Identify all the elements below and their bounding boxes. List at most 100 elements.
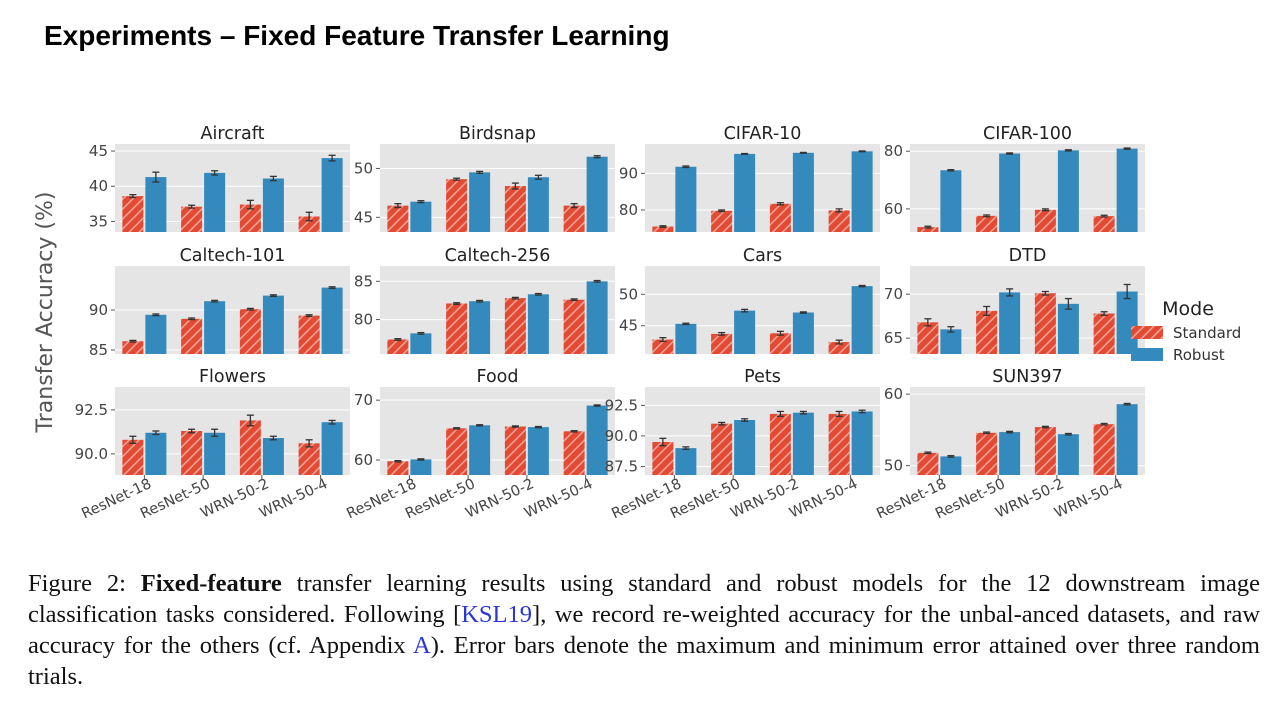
chart-panel-caltech-256: 85 80 Caltech-256 (354, 246, 615, 354)
bar-robust-resnet-50 (469, 425, 491, 475)
bar-robust-wrn-50-4 (851, 411, 873, 475)
bar-standard-resnet-18 (122, 196, 144, 232)
bar-robust-wrn-50-4 (586, 405, 608, 475)
bar-standard-resnet-50 (976, 432, 998, 475)
bar-robust-resnet-50 (204, 172, 226, 232)
bar-standard-resnet-50 (446, 428, 468, 475)
bar-robust-resnet-18 (145, 314, 167, 354)
bar-standard-wrn-50-4 (828, 342, 850, 354)
bar-robust-resnet-18 (410, 333, 432, 354)
y-tick-label: 87.5 (605, 457, 638, 475)
bar-robust-wrn-50-4 (851, 286, 873, 354)
bar-standard-wrn-50-2 (1034, 427, 1056, 475)
y-tick-label: 85 (89, 341, 108, 359)
bar-standard-resnet-50 (976, 310, 998, 354)
panel-title: Pets (744, 367, 781, 387)
bar-standard-wrn-50-2 (504, 298, 526, 354)
bar-robust-wrn-50-4 (586, 156, 608, 232)
chart-panel-caltech-101: 90 85 Caltech-101 (89, 246, 350, 359)
bar-standard-wrn-50-2 (504, 186, 526, 232)
panel-title: CIFAR-100 (983, 124, 1072, 144)
bar-robust-resnet-50 (204, 301, 226, 354)
bar-standard-resnet-18 (122, 341, 144, 354)
bar-standard-wrn-50-2 (769, 203, 791, 232)
bar-robust-resnet-50 (734, 420, 756, 475)
y-tick-label: 80 (884, 142, 903, 160)
bar-robust-resnet-50 (734, 310, 756, 354)
y-tick-label: 90 (619, 164, 638, 182)
panel-title: Birdsnap (459, 124, 536, 144)
bar-standard-resnet-50 (446, 303, 468, 354)
y-tick-label: 90 (89, 301, 108, 319)
bar-standard-resnet-18 (652, 339, 674, 354)
chart-figure: 45 40 35 Aircraft 50 45 Birdsnap 90 80 CIFAR-10 80… (33, 124, 1241, 522)
y-tick-label: 90.0 (75, 445, 108, 463)
bar-standard-wrn-50-4 (298, 216, 320, 232)
bar-robust-resnet-18 (675, 323, 697, 354)
bar-standard-wrn-50-2 (504, 426, 526, 475)
bar-standard-resnet-18 (387, 205, 409, 232)
bar-robust-wrn-50-4 (321, 422, 343, 475)
chart-panel-flowers: 92.590.0FlowersResNet-18ResNet-50WRN-50-… (75, 367, 350, 522)
panel-title: Caltech-101 (180, 246, 286, 266)
citation-link-ksl19[interactable]: KSL19 (461, 601, 533, 628)
y-tick-label: 92.5 (75, 401, 108, 419)
bar-standard-wrn-50-2 (769, 413, 791, 475)
bar-standard-wrn-50-2 (239, 420, 261, 475)
y-tick-label: 50 (619, 285, 638, 303)
bar-standard-resnet-50 (711, 210, 733, 232)
y-tick-label: 45 (89, 142, 108, 160)
bar-robust-resnet-18 (675, 448, 697, 475)
bar-standard-wrn-50-4 (1093, 424, 1115, 475)
x-tick-label: WRN-50-4 (257, 476, 330, 522)
x-tick-label: WRN-50-4 (522, 476, 595, 522)
bar-robust-resnet-18 (410, 459, 432, 475)
legend-label-robust: Robust (1173, 346, 1225, 364)
bar-robust-wrn-50-4 (1116, 291, 1138, 354)
bar-standard-resnet-18 (917, 452, 939, 475)
bar-standard-wrn-50-4 (828, 210, 850, 232)
bar-robust-resnet-50 (469, 301, 491, 354)
bar-standard-resnet-18 (652, 442, 674, 475)
bar-standard-wrn-50-2 (1034, 293, 1056, 354)
panel-title: Aircraft (201, 124, 265, 144)
chart-panel-aircraft: 45 40 35 Aircraft (89, 124, 350, 232)
bar-robust-wrn-50-2 (792, 412, 814, 475)
bar-robust-wrn-50-4 (1116, 404, 1138, 475)
chart-panel-birdsnap: 50 45 Birdsnap (354, 124, 615, 232)
bar-standard-wrn-50-4 (298, 443, 320, 475)
bar-standard-resnet-50 (446, 179, 468, 232)
panel-title: CIFAR-10 (724, 124, 802, 144)
bar-standard-wrn-50-2 (239, 309, 261, 354)
bar-robust-wrn-50-2 (527, 294, 549, 354)
bar-standard-wrn-50-4 (298, 315, 320, 354)
y-tick-label: 70 (354, 391, 373, 409)
bar-standard-resnet-18 (122, 439, 144, 475)
y-tick-label: 80 (619, 201, 638, 219)
legend-label-standard: Standard (1173, 324, 1241, 342)
panel-title: DTD (1009, 246, 1047, 266)
appendix-link[interactable]: A (413, 632, 431, 659)
bar-standard-resnet-50 (181, 431, 203, 475)
legend: Mode Standard Robust (1131, 298, 1241, 364)
bar-standard-wrn-50-4 (563, 205, 585, 232)
legend-title: Mode (1162, 298, 1214, 320)
bar-robust-resnet-18 (940, 456, 962, 475)
y-tick-label: 35 (89, 212, 108, 230)
bar-standard-wrn-50-2 (1034, 209, 1056, 232)
chart-panel-pets: 92.590.087.5PetsResNet-18ResNet-50WRN-50… (605, 367, 880, 522)
slide-title: Experiments – Fixed Feature Transfer Lea… (44, 20, 670, 51)
chart-panel-cifar-10: 90 80 CIFAR-10 (619, 124, 880, 232)
bar-standard-resnet-18 (917, 227, 939, 232)
chart-panel-dtd: 70 65 DTD (884, 246, 1145, 354)
bar-robust-resnet-50 (204, 432, 226, 475)
bar-standard-wrn-50-4 (563, 299, 585, 354)
legend-swatch-standard (1131, 326, 1163, 339)
bar-robust-wrn-50-2 (262, 178, 284, 232)
bar-standard-wrn-50-4 (1093, 313, 1115, 354)
bar-robust-wrn-50-2 (1057, 303, 1079, 354)
bar-robust-wrn-50-2 (527, 177, 549, 232)
bar-standard-wrn-50-4 (828, 413, 850, 475)
caption-text-1: transfer learning results using standard… (28, 570, 1260, 628)
y-tick-label: 80 (354, 311, 373, 329)
